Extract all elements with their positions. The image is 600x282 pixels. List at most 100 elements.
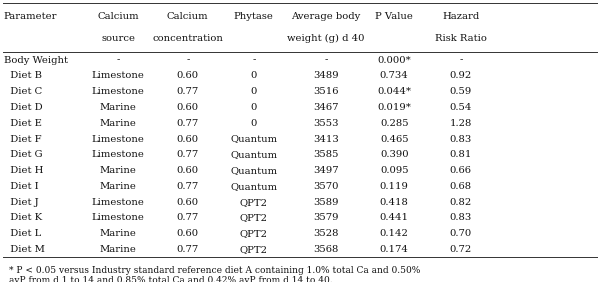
Text: 0.70: 0.70 bbox=[449, 229, 472, 238]
Text: QPT2: QPT2 bbox=[240, 229, 268, 238]
Text: 0.142: 0.142 bbox=[380, 229, 409, 238]
Text: 0.000*: 0.000* bbox=[377, 56, 411, 65]
Text: 3489: 3489 bbox=[313, 71, 338, 80]
Text: 0.54: 0.54 bbox=[449, 103, 472, 112]
Text: Marine: Marine bbox=[100, 229, 137, 238]
Text: 0.77: 0.77 bbox=[176, 213, 199, 222]
Text: Limestone: Limestone bbox=[92, 71, 145, 80]
Text: 0.59: 0.59 bbox=[449, 87, 472, 96]
Text: 0.465: 0.465 bbox=[380, 135, 409, 144]
Text: 0.82: 0.82 bbox=[449, 198, 472, 207]
Text: Limestone: Limestone bbox=[92, 198, 145, 207]
Text: -: - bbox=[116, 56, 120, 65]
Text: 0.019*: 0.019* bbox=[377, 103, 411, 112]
Text: Diet E: Diet E bbox=[4, 119, 41, 128]
Text: Marine: Marine bbox=[100, 119, 137, 128]
Text: 0.119: 0.119 bbox=[380, 182, 409, 191]
Text: Diet B: Diet B bbox=[4, 71, 41, 80]
Text: 0.77: 0.77 bbox=[176, 182, 199, 191]
Text: 0.60: 0.60 bbox=[177, 229, 199, 238]
Text: 0.83: 0.83 bbox=[449, 213, 472, 222]
Text: source: source bbox=[101, 34, 135, 43]
Text: Risk Ratio: Risk Ratio bbox=[435, 34, 487, 43]
Text: Diet D: Diet D bbox=[4, 103, 42, 112]
Text: 0.77: 0.77 bbox=[176, 245, 199, 254]
Text: concentration: concentration bbox=[152, 34, 223, 43]
Text: Limestone: Limestone bbox=[92, 150, 145, 159]
Text: weight (g) d 40: weight (g) d 40 bbox=[287, 34, 365, 43]
Text: -: - bbox=[324, 56, 328, 65]
Text: 0.418: 0.418 bbox=[380, 198, 409, 207]
Text: Diet M: Diet M bbox=[4, 245, 44, 254]
Text: 0.441: 0.441 bbox=[380, 213, 409, 222]
Text: -: - bbox=[252, 56, 256, 65]
Text: 3579: 3579 bbox=[313, 213, 338, 222]
Text: QPT2: QPT2 bbox=[240, 245, 268, 254]
Text: 0.72: 0.72 bbox=[449, 245, 472, 254]
Text: * P < 0.05 versus Industry standard reference diet A containing 1.0% total Ca an: * P < 0.05 versus Industry standard refe… bbox=[9, 266, 421, 282]
Text: 0.285: 0.285 bbox=[380, 119, 409, 128]
Text: 3553: 3553 bbox=[313, 119, 338, 128]
Text: -: - bbox=[186, 56, 190, 65]
Text: 0: 0 bbox=[251, 119, 257, 128]
Text: QPT2: QPT2 bbox=[240, 213, 268, 222]
Text: 1.28: 1.28 bbox=[449, 119, 472, 128]
Text: 0.60: 0.60 bbox=[177, 71, 199, 80]
Text: 0.77: 0.77 bbox=[176, 150, 199, 159]
Text: Hazard: Hazard bbox=[442, 12, 479, 21]
Text: 3497: 3497 bbox=[313, 166, 338, 175]
Text: P Value: P Value bbox=[375, 12, 413, 21]
Text: Marine: Marine bbox=[100, 245, 137, 254]
Text: Diet L: Diet L bbox=[4, 229, 41, 238]
Text: Marine: Marine bbox=[100, 182, 137, 191]
Text: 0.92: 0.92 bbox=[449, 71, 472, 80]
Text: -: - bbox=[459, 56, 463, 65]
Text: QPT2: QPT2 bbox=[240, 198, 268, 207]
Text: Calcium: Calcium bbox=[97, 12, 139, 21]
Text: Quantum: Quantum bbox=[230, 166, 277, 175]
Text: Diet F: Diet F bbox=[4, 135, 41, 144]
Text: 0.734: 0.734 bbox=[380, 71, 409, 80]
Text: 0.66: 0.66 bbox=[450, 166, 472, 175]
Text: Diet G: Diet G bbox=[4, 150, 42, 159]
Text: 3528: 3528 bbox=[313, 229, 338, 238]
Text: 0: 0 bbox=[251, 87, 257, 96]
Text: Average body: Average body bbox=[291, 12, 361, 21]
Text: 0.174: 0.174 bbox=[380, 245, 409, 254]
Text: Diet K: Diet K bbox=[4, 213, 42, 222]
Text: 0: 0 bbox=[251, 103, 257, 112]
Text: 3568: 3568 bbox=[313, 245, 338, 254]
Text: 0.60: 0.60 bbox=[177, 166, 199, 175]
Text: Diet H: Diet H bbox=[4, 166, 43, 175]
Text: 0.81: 0.81 bbox=[449, 150, 472, 159]
Text: 3589: 3589 bbox=[313, 198, 338, 207]
Text: 0.390: 0.390 bbox=[380, 150, 409, 159]
Text: 0: 0 bbox=[251, 71, 257, 80]
Text: 0.83: 0.83 bbox=[449, 135, 472, 144]
Text: Diet J: Diet J bbox=[4, 198, 38, 207]
Text: Limestone: Limestone bbox=[92, 87, 145, 96]
Text: Quantum: Quantum bbox=[230, 150, 277, 159]
Text: 3467: 3467 bbox=[313, 103, 338, 112]
Text: 0.77: 0.77 bbox=[176, 87, 199, 96]
Text: 0.68: 0.68 bbox=[450, 182, 472, 191]
Text: Quantum: Quantum bbox=[230, 135, 277, 144]
Text: 3570: 3570 bbox=[313, 182, 338, 191]
Text: Marine: Marine bbox=[100, 166, 137, 175]
Text: Limestone: Limestone bbox=[92, 213, 145, 222]
Text: 3585: 3585 bbox=[313, 150, 338, 159]
Text: Marine: Marine bbox=[100, 103, 137, 112]
Text: Quantum: Quantum bbox=[230, 182, 277, 191]
Text: 0.77: 0.77 bbox=[176, 119, 199, 128]
Text: Diet C: Diet C bbox=[4, 87, 42, 96]
Text: Calcium: Calcium bbox=[167, 12, 209, 21]
Text: 0.044*: 0.044* bbox=[377, 87, 411, 96]
Text: Diet I: Diet I bbox=[4, 182, 38, 191]
Text: Parameter: Parameter bbox=[4, 12, 57, 21]
Text: Body Weight: Body Weight bbox=[4, 56, 68, 65]
Text: 3413: 3413 bbox=[313, 135, 338, 144]
Text: Phytase: Phytase bbox=[234, 12, 274, 21]
Text: Limestone: Limestone bbox=[92, 135, 145, 144]
Text: 0.60: 0.60 bbox=[177, 135, 199, 144]
Text: 0.60: 0.60 bbox=[177, 103, 199, 112]
